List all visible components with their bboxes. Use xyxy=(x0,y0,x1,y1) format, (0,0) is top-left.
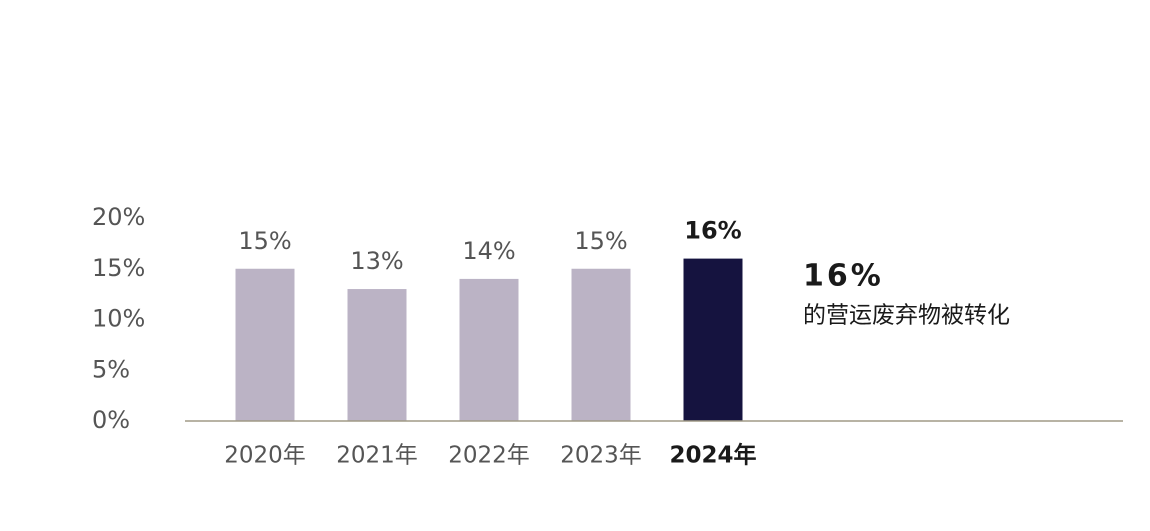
bar xyxy=(347,289,407,421)
value-label: 14% xyxy=(462,237,515,265)
bar xyxy=(683,258,743,421)
y-tick-label: 10% xyxy=(92,305,145,333)
annotation-value: 16% xyxy=(803,259,884,294)
annotation-text: 的营运废弃物被转化 xyxy=(803,303,1010,329)
x-tick-label: 2024年 xyxy=(669,442,756,469)
y-tick-label: 20% xyxy=(92,203,145,231)
value-label: 16% xyxy=(684,217,741,245)
bar xyxy=(235,268,295,421)
y-tick-label: 0% xyxy=(92,406,130,434)
y-tick-label: 15% xyxy=(92,254,145,282)
value-label: 15% xyxy=(238,227,291,255)
x-tick-label: 2023年 xyxy=(560,443,642,469)
y-tick-label: 5% xyxy=(92,355,130,383)
bar xyxy=(571,268,631,421)
x-tick-label: 2020年 xyxy=(224,443,306,469)
bar xyxy=(459,278,519,421)
value-label: 13% xyxy=(350,247,403,275)
x-tick-label: 2021年 xyxy=(336,443,418,469)
x-tick-label: 2022年 xyxy=(448,443,530,469)
value-label: 15% xyxy=(574,227,627,255)
